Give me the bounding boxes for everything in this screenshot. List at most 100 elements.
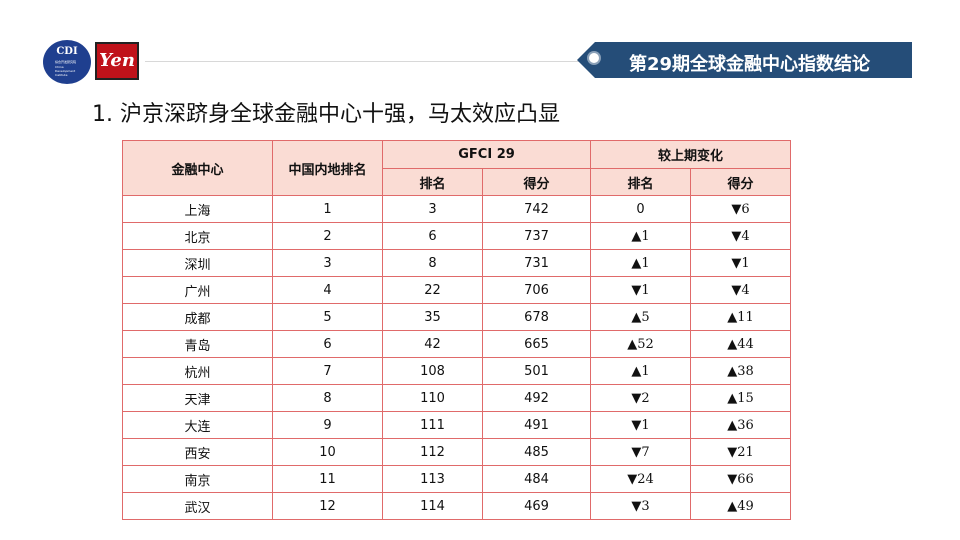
rank-change-cell: ▼1 <box>590 411 692 439</box>
table-row: 青岛 6 42 665 ▲52 ▲44 <box>122 330 792 358</box>
gfci-rank-cell: 113 <box>382 465 483 493</box>
table-row: 杭州 7 108 501 ▲1 ▲38 <box>122 357 792 385</box>
gfci-score-cell: 706 <box>481 276 592 304</box>
mainland-rank-cell: 6 <box>272 330 383 358</box>
rank-change-cell: ▲1 <box>590 222 692 250</box>
table-row: 北京 2 6 737 ▲1 ▼4 <box>122 222 792 250</box>
score-change-cell: ▼1 <box>690 249 792 277</box>
table-row: 成都 5 35 678 ▲5 ▲11 <box>122 303 792 331</box>
header-mainland-rank: 中国内地排名 <box>272 140 383 196</box>
gfci-rank-cell: 35 <box>382 303 483 331</box>
rank-change-cell: ▼1 <box>590 276 692 304</box>
cdi-logo-line-2: China <box>55 65 64 69</box>
table-row: 南京 11 113 484 ▼24 ▼66 <box>122 465 792 493</box>
table-row: 深圳 3 8 731 ▲1 ▼1 <box>122 249 792 277</box>
header-gfci-rank: 排名 <box>382 168 483 196</box>
cdi-logo-line-4: Institute <box>55 73 68 77</box>
header-change-score: 得分 <box>690 168 792 196</box>
rank-change-cell: ▼3 <box>590 492 692 520</box>
gfci-score-cell: 731 <box>481 249 592 277</box>
gfci-score-cell: 492 <box>481 384 592 412</box>
gfci-score-cell: 742 <box>481 195 592 223</box>
score-change-cell: ▼6 <box>690 195 792 223</box>
cdi-logo-line-1: 综合开发研究院 <box>55 60 77 64</box>
gfci-score-cell: 737 <box>481 222 592 250</box>
mainland-rank-cell: 2 <box>272 222 383 250</box>
center-cell: 北京 <box>122 222 273 250</box>
mainland-rank-cell: 4 <box>272 276 383 304</box>
header-change-group: 较上期变化 <box>590 140 792 169</box>
gfci-rank-cell: 111 <box>382 411 483 439</box>
banner-bullet-icon <box>589 53 599 63</box>
gfci-score-cell: 501 <box>481 357 592 385</box>
yen-logo: Yen <box>95 42 139 80</box>
cdi-logo-text: CDI <box>56 46 78 57</box>
rank-change-cell: ▲52 <box>590 330 692 358</box>
center-cell: 成都 <box>122 303 273 331</box>
table-row: 天津 8 110 492 ▼2 ▲15 <box>122 384 792 412</box>
center-cell: 广州 <box>122 276 273 304</box>
gfci-rank-cell: 3 <box>382 195 483 223</box>
score-change-cell: ▲36 <box>690 411 792 439</box>
gfci-score-cell: 484 <box>481 465 592 493</box>
gfci-score-cell: 665 <box>481 330 592 358</box>
score-change-cell: ▼21 <box>690 438 792 466</box>
center-cell: 青岛 <box>122 330 273 358</box>
page-heading: 1. 沪京深跻身全球金融中心十强，马太效应凸显 <box>92 102 560 127</box>
score-change-cell: ▲49 <box>690 492 792 520</box>
rank-change-cell: ▲1 <box>590 357 692 385</box>
mainland-rank-cell: 1 <box>272 195 383 223</box>
gfci-rank-cell: 42 <box>382 330 483 358</box>
header-gfci-score: 得分 <box>481 168 592 196</box>
gfci-rank-cell: 8 <box>382 249 483 277</box>
score-change-cell: ▼4 <box>690 222 792 250</box>
table-row: 武汉 12 114 469 ▼3 ▲49 <box>122 492 792 520</box>
center-cell: 南京 <box>122 465 273 493</box>
table-row: 上海 1 3 742 0 ▼6 <box>122 195 792 223</box>
gfci-rank-cell: 22 <box>382 276 483 304</box>
rank-change-cell: ▲5 <box>590 303 692 331</box>
gfci-score-cell: 485 <box>481 438 592 466</box>
rank-change-cell: ▼24 <box>590 465 692 493</box>
header-gfci-group: GFCI 29 <box>381 140 592 169</box>
mainland-rank-cell: 11 <box>272 465 383 493</box>
gfci-rank-cell: 108 <box>382 357 483 385</box>
gfci-score-cell: 469 <box>481 492 592 520</box>
mainland-rank-cell: 7 <box>272 357 383 385</box>
center-cell: 杭州 <box>122 357 273 385</box>
gfci-rank-cell: 114 <box>382 492 483 520</box>
table-row: 西安 10 112 485 ▼7 ▼21 <box>122 438 792 466</box>
header-divider <box>145 61 585 62</box>
center-cell: 大连 <box>122 411 273 439</box>
table-row: 广州 4 22 706 ▼1 ▼4 <box>122 276 792 304</box>
score-change-cell: ▼66 <box>690 465 792 493</box>
center-cell: 上海 <box>122 195 273 223</box>
mainland-rank-cell: 10 <box>272 438 383 466</box>
score-change-cell: ▲11 <box>690 303 792 331</box>
gfci-table: 金融中心 中国内地排名 GFCI 29 较上期变化 排名 得分 排名 得分 上海… <box>122 140 792 520</box>
header-change-rank: 排名 <box>590 168 692 196</box>
rank-change-cell: ▼2 <box>590 384 692 412</box>
mainland-rank-cell: 3 <box>272 249 383 277</box>
score-change-cell: ▼4 <box>690 276 792 304</box>
center-cell: 西安 <box>122 438 273 466</box>
gfci-rank-cell: 110 <box>382 384 483 412</box>
cdi-logo: CDI 综合开发研究院 China Development Institute <box>43 40 91 84</box>
mainland-rank-cell: 9 <box>272 411 383 439</box>
score-change-cell: ▲15 <box>690 384 792 412</box>
banner-title: 第29期全球金融中心指数结论 <box>629 54 871 75</box>
score-change-cell: ▲38 <box>690 357 792 385</box>
center-cell: 天津 <box>122 384 273 412</box>
mainland-rank-cell: 12 <box>272 492 383 520</box>
mainland-rank-cell: 8 <box>272 384 383 412</box>
center-cell: 深圳 <box>122 249 273 277</box>
gfci-rank-cell: 6 <box>382 222 483 250</box>
rank-change-cell: ▲1 <box>590 249 692 277</box>
header-center: 金融中心 <box>122 140 273 196</box>
gfci-score-cell: 491 <box>481 411 592 439</box>
rank-change-cell: 0 <box>590 195 692 223</box>
center-cell: 武汉 <box>122 492 273 520</box>
title-banner <box>577 42 912 78</box>
cdi-logo-line-3: Development <box>55 69 76 73</box>
rank-change-cell: ▼7 <box>590 438 692 466</box>
